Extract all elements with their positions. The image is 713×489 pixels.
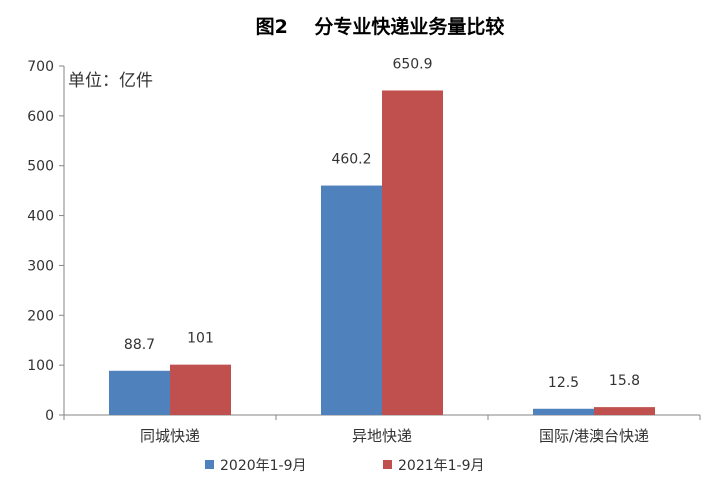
x-category-label: 同城快递 (140, 427, 200, 445)
data-label: 650.9 (392, 56, 432, 72)
data-label: 460.2 (331, 152, 371, 168)
data-label: 12.5 (548, 375, 579, 391)
bar (170, 364, 231, 415)
x-axis: 同城快递 异地快递 国际/港澳台快递 (63, 414, 701, 445)
legend-swatch (205, 460, 214, 469)
bar (382, 90, 443, 415)
y-tick-label: 200 (27, 308, 54, 324)
value-labels: 88.7 101 460.2 650.9 12.5 15.8 (124, 56, 640, 390)
chart-title: 图2 分专业快递业务量比较 (256, 15, 505, 38)
unit-label: 单位：亿件 (68, 71, 153, 91)
y-tick-label: 400 (27, 209, 54, 225)
x-category-label: 异地快递 (352, 427, 412, 445)
bar (109, 370, 170, 415)
legend-swatch (383, 460, 392, 469)
legend-label: 2020年1-9月 (220, 458, 307, 474)
bar (594, 407, 655, 415)
y-tick-label: 0 (45, 408, 54, 424)
y-tick-label: 100 (27, 358, 54, 374)
y-axis: 0 100 200 300 400 500 600 700 (27, 59, 65, 424)
data-label: 15.8 (609, 373, 640, 389)
bar (321, 185, 382, 415)
legend-label: 2021年1-9月 (398, 458, 485, 474)
bars (109, 90, 655, 415)
y-tick-label: 500 (27, 159, 54, 175)
legend: 2020年1-9月 2021年1-9月 (205, 458, 485, 474)
x-category-label: 国际/港澳台快递 (539, 427, 649, 445)
data-label: 88.7 (124, 337, 155, 353)
data-label: 101 (187, 331, 214, 347)
y-tick-label: 600 (27, 109, 54, 125)
bar (533, 408, 594, 415)
y-tick-label: 300 (27, 258, 54, 274)
y-tick-label: 700 (27, 59, 54, 75)
